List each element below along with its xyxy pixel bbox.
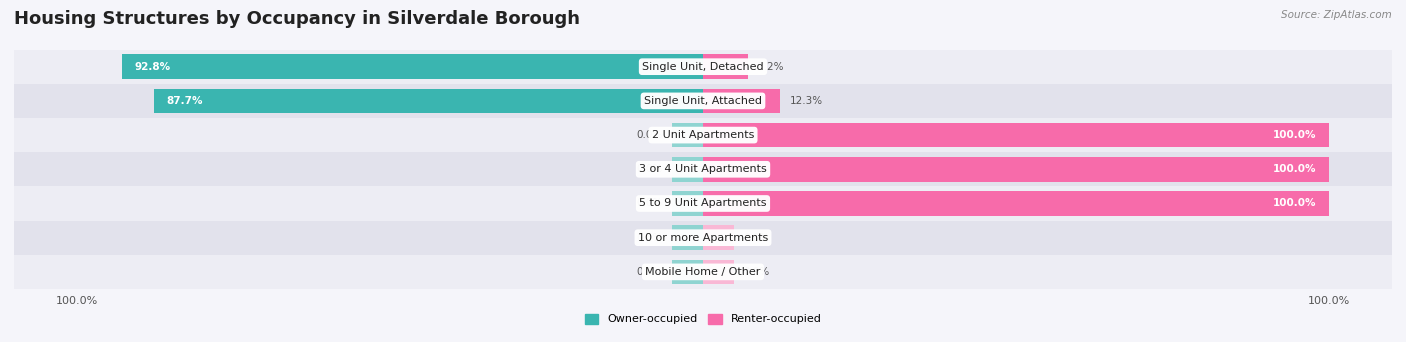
Bar	[672, 157, 703, 182]
Text: 2 Unit Apartments: 2 Unit Apartments	[652, 130, 754, 140]
Text: 0.0%: 0.0%	[636, 164, 662, 174]
Text: 0.0%: 0.0%	[744, 233, 770, 243]
Bar	[672, 123, 703, 147]
Text: 100.0%: 100.0%	[1274, 164, 1317, 174]
Text: 5 to 9 Unit Apartments: 5 to 9 Unit Apartments	[640, 198, 766, 209]
Text: Mobile Home / Other: Mobile Home / Other	[645, 267, 761, 277]
Text: 100.0%: 100.0%	[1274, 130, 1317, 140]
Text: Single Unit, Attached: Single Unit, Attached	[644, 96, 762, 106]
Bar	[703, 157, 1329, 182]
Bar	[14, 152, 1392, 186]
Bar	[122, 54, 703, 79]
Text: 0.0%: 0.0%	[636, 233, 662, 243]
Bar	[14, 221, 1392, 255]
Text: 12.3%: 12.3%	[789, 96, 823, 106]
Text: 10 or more Apartments: 10 or more Apartments	[638, 233, 768, 243]
Bar	[153, 89, 703, 113]
Bar	[14, 84, 1392, 118]
Text: Single Unit, Detached: Single Unit, Detached	[643, 62, 763, 72]
Text: 100.0%: 100.0%	[1274, 198, 1317, 209]
Bar	[703, 191, 1329, 216]
Text: 0.0%: 0.0%	[636, 130, 662, 140]
Legend: Owner-occupied, Renter-occupied: Owner-occupied, Renter-occupied	[581, 309, 825, 329]
Text: 7.2%: 7.2%	[758, 62, 785, 72]
Bar	[672, 260, 703, 284]
Text: 87.7%: 87.7%	[166, 96, 202, 106]
Bar	[672, 225, 703, 250]
Text: Housing Structures by Occupancy in Silverdale Borough: Housing Structures by Occupancy in Silve…	[14, 10, 581, 28]
Bar	[703, 225, 734, 250]
Text: 3 or 4 Unit Apartments: 3 or 4 Unit Apartments	[640, 164, 766, 174]
Text: 0.0%: 0.0%	[636, 198, 662, 209]
Bar	[14, 50, 1392, 84]
Bar	[14, 118, 1392, 152]
Bar	[14, 186, 1392, 221]
Bar	[703, 54, 748, 79]
Text: 92.8%: 92.8%	[135, 62, 170, 72]
Bar	[672, 191, 703, 216]
Text: 0.0%: 0.0%	[744, 267, 770, 277]
Bar	[14, 255, 1392, 289]
Bar	[703, 260, 734, 284]
Text: 0.0%: 0.0%	[636, 267, 662, 277]
Text: Source: ZipAtlas.com: Source: ZipAtlas.com	[1281, 10, 1392, 20]
Bar	[703, 123, 1329, 147]
Bar	[703, 89, 780, 113]
